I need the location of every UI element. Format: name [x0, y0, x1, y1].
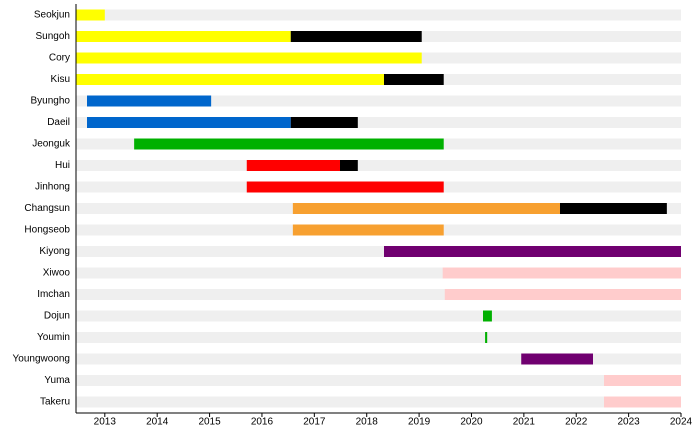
segment	[340, 160, 358, 171]
row-label: Sungoh	[36, 31, 70, 42]
row-label: Jinhong	[35, 182, 70, 193]
segment	[76, 9, 105, 21]
row-label: Kisu	[51, 74, 70, 85]
row-label: Yuma	[44, 375, 70, 386]
x-tick-label: 2020	[460, 417, 483, 426]
segment	[76, 52, 422, 64]
x-tick-label: 2023	[617, 417, 640, 426]
segment	[444, 289, 681, 300]
segment	[292, 203, 560, 214]
row-label: Kiyong	[39, 246, 70, 257]
x-tick-label: 2024	[670, 417, 693, 426]
row-background	[76, 267, 681, 279]
x-tick-label: 2016	[251, 417, 274, 426]
row-label: Jeonguk	[32, 139, 71, 150]
segment	[604, 375, 681, 386]
row-label: Changsun	[24, 203, 70, 214]
segment	[292, 224, 444, 236]
x-tick-label: 2019	[408, 417, 431, 426]
row-background	[76, 160, 681, 171]
segment	[246, 181, 444, 193]
segment	[384, 74, 444, 85]
segment	[76, 74, 384, 85]
segment	[483, 310, 492, 322]
row-label: Hui	[55, 160, 70, 171]
row-background	[76, 246, 681, 257]
row-background	[76, 9, 681, 21]
x-tick-label: 2013	[94, 417, 117, 426]
row-background	[76, 332, 681, 343]
segment	[290, 117, 358, 128]
segment	[442, 267, 681, 279]
x-tick-label: 2017	[303, 417, 326, 426]
x-tick-label: 2014	[146, 417, 169, 426]
segment	[246, 160, 340, 171]
row-label: Xiwoo	[43, 268, 71, 279]
row-background	[76, 95, 681, 107]
row-label: Dojun	[44, 311, 70, 322]
segment	[76, 31, 291, 42]
segment	[485, 332, 488, 343]
segment	[134, 138, 444, 150]
row-label: Youmin	[37, 332, 70, 343]
row-label: Hongseob	[24, 225, 70, 236]
x-tick-label: 2021	[513, 417, 536, 426]
segment	[290, 31, 422, 42]
row-background	[76, 353, 681, 365]
segment	[604, 396, 681, 408]
row-label: Cory	[49, 53, 70, 64]
segment	[384, 246, 681, 257]
row-background	[76, 375, 681, 386]
row-label: Youngwoong	[13, 354, 70, 365]
segment	[87, 117, 291, 128]
x-tick-label: 2018	[356, 417, 379, 426]
row-background	[76, 310, 681, 322]
row-label: Takeru	[40, 397, 70, 408]
row-label: Imchan	[37, 289, 70, 300]
row-label: Daeil	[47, 117, 70, 128]
row-background	[76, 396, 681, 408]
row-label: Byungho	[31, 96, 71, 107]
x-tick-label: 2015	[198, 417, 221, 426]
row-background	[76, 117, 681, 128]
row-label: Seokjun	[34, 10, 70, 21]
segment	[521, 353, 593, 365]
x-tick-label: 2022	[565, 417, 588, 426]
row-background	[76, 289, 681, 300]
segment	[87, 95, 212, 107]
segment	[560, 203, 667, 214]
